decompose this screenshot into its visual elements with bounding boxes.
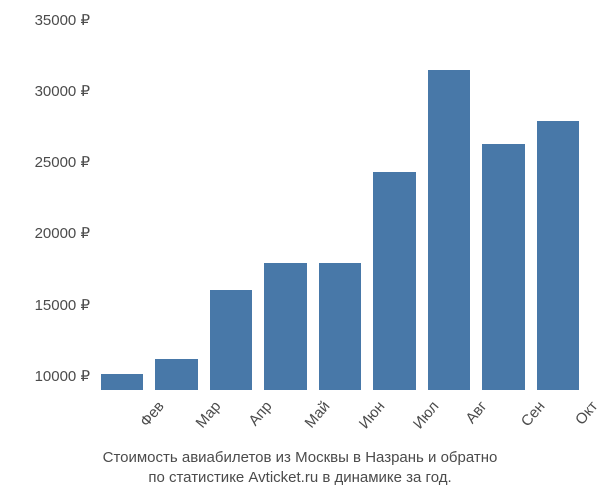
bars-container: [95, 20, 585, 390]
x-tick-label: Окт: [572, 398, 600, 428]
bar: [428, 70, 470, 390]
x-tick-label: Май: [301, 398, 333, 431]
chart-plot-area: [95, 20, 585, 390]
x-tick-label: Июл: [410, 398, 443, 432]
y-tick-label: 25000 ₽: [2, 153, 90, 171]
x-tick-label: Сен: [518, 398, 549, 430]
caption-line-1: Стоимость авиабилетов из Москвы в Назран…: [103, 449, 498, 466]
y-tick-label: 15000 ₽: [2, 296, 90, 314]
x-tick-label: Июн: [356, 398, 389, 432]
x-tick-label: Фев: [137, 398, 168, 430]
bar: [319, 263, 361, 390]
bar: [482, 144, 524, 390]
bar: [155, 359, 197, 390]
bar: [373, 172, 415, 390]
caption-line-2: по статистике Avticket.ru в динамике за …: [148, 469, 451, 486]
x-tick-label: Апр: [246, 398, 276, 429]
bar: [101, 374, 143, 390]
y-tick-label: 30000 ₽: [2, 82, 90, 100]
y-tick-label: 20000 ₽: [2, 224, 90, 242]
x-axis: ФевМарАпрМайИюнИюлАвгСенОкт: [95, 396, 585, 446]
x-tick-label: Авг: [462, 398, 490, 427]
x-tick-label: Мар: [192, 398, 224, 431]
y-axis: 10000 ₽15000 ₽20000 ₽25000 ₽30000 ₽35000…: [0, 20, 90, 390]
bar: [210, 290, 252, 390]
chart-caption: Стоимость авиабилетов из Москвы в Назран…: [0, 448, 600, 489]
bar: [537, 121, 579, 390]
y-tick-label: 35000 ₽: [2, 11, 90, 29]
bar: [264, 263, 306, 390]
y-tick-label: 10000 ₽: [2, 367, 90, 385]
